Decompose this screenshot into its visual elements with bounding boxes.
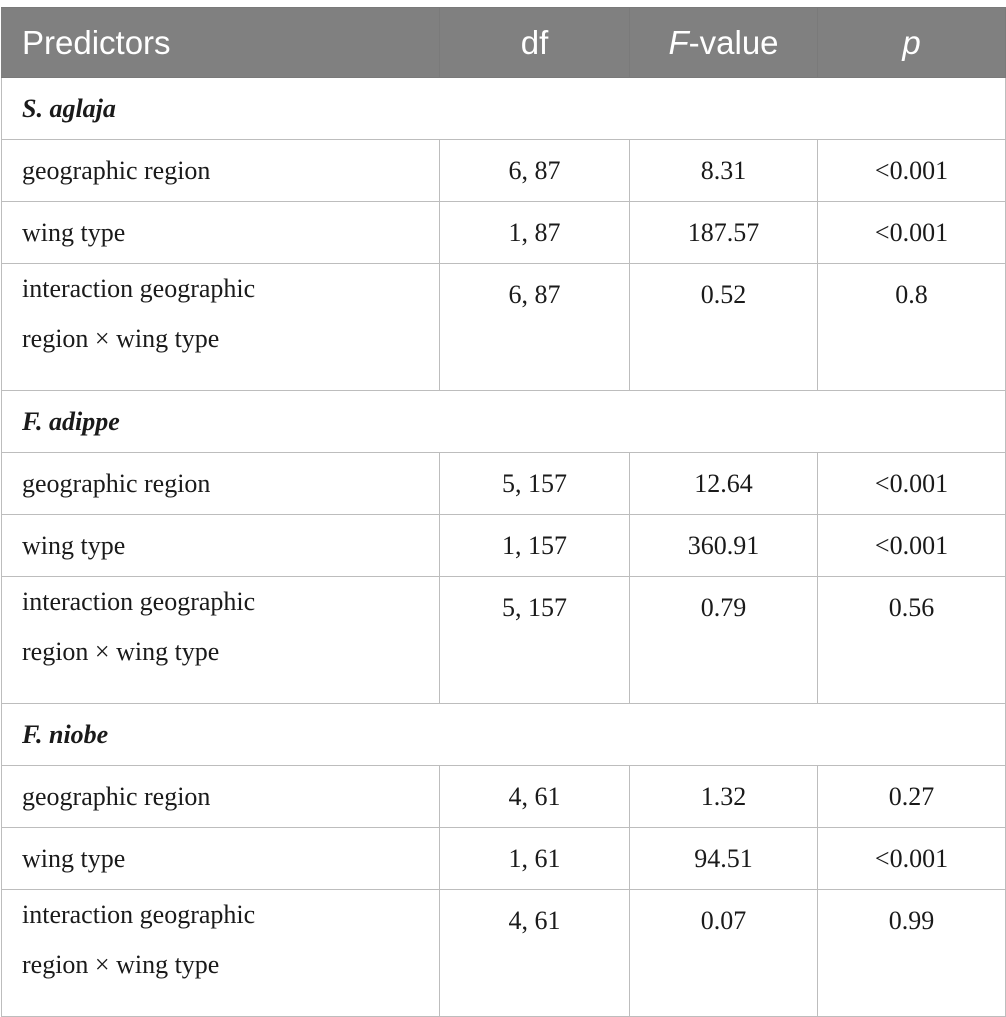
table-container: Predictors df F-value p S. aglaja geogra… — [0, 7, 1006, 1017]
df-cell: 5, 157 — [439, 576, 630, 704]
f-value-cell: 94.51 — [629, 827, 818, 890]
table-row: interaction geographic region × wing type… — [1, 889, 1006, 1017]
predictor-line-2: region × wing type — [22, 324, 220, 353]
df-cell: 6, 87 — [439, 263, 630, 391]
p-cell: 0.99 — [817, 889, 1006, 1017]
header-p: p — [817, 7, 1006, 78]
f-value-cell: 187.57 — [629, 201, 818, 264]
header-f-value: F-value — [629, 7, 818, 78]
predictor-cell: geographic region — [1, 765, 440, 828]
f-value-cell: 0.52 — [629, 263, 818, 391]
header-predictors: Predictors — [1, 7, 440, 78]
table-row: interaction geographic region × wing type… — [1, 576, 1006, 704]
predictor-cell: interaction geographic region × wing type — [1, 889, 440, 1017]
p-cell: <0.001 — [817, 201, 1006, 264]
header-f-rest: -value — [688, 23, 779, 61]
table-body: S. aglaja geographic region 6, 87 8.31 <… — [1, 77, 1006, 1017]
header-row: Predictors df F-value p — [1, 7, 1006, 78]
f-value-cell: 1.32 — [629, 765, 818, 828]
df-cell: 6, 87 — [439, 139, 630, 202]
df-cell: 1, 157 — [439, 514, 630, 577]
p-cell: <0.001 — [817, 452, 1006, 515]
species-group-row: S. aglaja — [1, 77, 1006, 140]
predictor-cell: geographic region — [1, 139, 440, 202]
header-f-italic: F — [668, 23, 689, 61]
df-cell: 1, 61 — [439, 827, 630, 890]
p-cell: <0.001 — [817, 514, 1006, 577]
df-cell: 4, 61 — [439, 889, 630, 1017]
f-value-cell: 0.79 — [629, 576, 818, 704]
species-name: F. adippe — [1, 390, 1006, 453]
table-header: Predictors df F-value p — [1, 7, 1006, 78]
table-row: geographic region 6, 87 8.31 <0.001 — [1, 139, 1006, 202]
p-cell: 0.27 — [817, 765, 1006, 828]
species-group-row: F. niobe — [1, 703, 1006, 766]
species-name: S. aglaja — [1, 77, 1006, 140]
df-cell: 5, 157 — [439, 452, 630, 515]
df-cell: 4, 61 — [439, 765, 630, 828]
predictor-cell: geographic region — [1, 452, 440, 515]
predictor-line-2: region × wing type — [22, 637, 220, 666]
species-group-row: F. adippe — [1, 390, 1006, 453]
f-value-cell: 8.31 — [629, 139, 818, 202]
header-p-italic: p — [902, 23, 921, 61]
predictor-line-1: interaction geographic — [22, 900, 256, 929]
species-name: F. niobe — [1, 703, 1006, 766]
p-cell: <0.001 — [817, 827, 1006, 890]
table-row: wing type 1, 61 94.51 <0.001 — [1, 827, 1006, 890]
predictor-cell: interaction geographic region × wing type — [1, 263, 440, 391]
table-row: interaction geographic region × wing type… — [1, 263, 1006, 391]
p-cell: <0.001 — [817, 139, 1006, 202]
table-row: wing type 1, 87 187.57 <0.001 — [1, 201, 1006, 264]
anova-results-table: Predictors df F-value p S. aglaja geogra… — [1, 7, 1006, 1017]
predictor-line-1: interaction geographic — [22, 274, 256, 303]
predictor-cell: interaction geographic region × wing type — [1, 576, 440, 704]
predictor-line-2: region × wing type — [22, 950, 220, 979]
f-value-cell: 360.91 — [629, 514, 818, 577]
predictor-line-1: interaction geographic — [22, 587, 256, 616]
p-cell: 0.56 — [817, 576, 1006, 704]
predictor-cell: wing type — [1, 201, 440, 264]
header-df: df — [439, 7, 630, 78]
f-value-cell: 0.07 — [629, 889, 818, 1017]
predictor-cell: wing type — [1, 514, 440, 577]
table-row: wing type 1, 157 360.91 <0.001 — [1, 514, 1006, 577]
predictor-cell: wing type — [1, 827, 440, 890]
f-value-cell: 12.64 — [629, 452, 818, 515]
df-cell: 1, 87 — [439, 201, 630, 264]
table-row: geographic region 4, 61 1.32 0.27 — [1, 765, 1006, 828]
table-row: geographic region 5, 157 12.64 <0.001 — [1, 452, 1006, 515]
p-cell: 0.8 — [817, 263, 1006, 391]
